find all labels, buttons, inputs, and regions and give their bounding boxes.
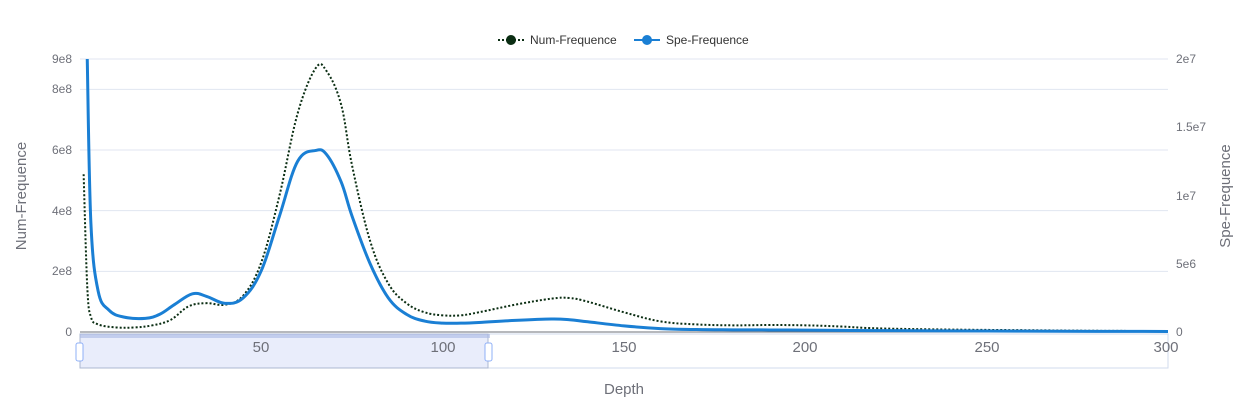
zoom-selected-range[interactable] [79, 333, 489, 369]
legend-num-marker-icon [506, 35, 516, 45]
x-tick-100: 100 [430, 339, 455, 356]
legend-spe-marker-icon [642, 35, 652, 45]
right-tick-1e7: 1e7 [1176, 189, 1196, 203]
legend-item-spe[interactable]: Spe-Frequence [634, 33, 749, 47]
left-axis: 0 2e8 4e8 6e8 8e8 9e8 Num-Frequence [13, 52, 72, 339]
grid [80, 58, 1168, 333]
left-tick-9e8: 9e8 [52, 52, 72, 66]
left-tick-6e8: 6e8 [52, 143, 72, 157]
x-tick-150: 150 [611, 339, 636, 356]
left-tick-8e8: 8e8 [52, 82, 72, 96]
left-tick-4e8: 4e8 [52, 204, 72, 218]
legend-spe-label: Spe-Frequence [666, 33, 749, 47]
x-tick-300: 300 [1153, 339, 1178, 356]
right-tick-5e6: 5e6 [1176, 257, 1196, 271]
series-line-num-frequence[interactable] [82, 63, 1169, 333]
zoom-handle-right[interactable] [484, 342, 493, 362]
left-tick-0: 0 [65, 325, 72, 339]
x-axis: 50 100 150 200 250 300 Depth [253, 339, 1179, 398]
right-axis: 0 5e6 1e7 1.5e7 2e7 Spe-Frequence [1176, 52, 1234, 339]
x-tick-250: 250 [974, 339, 999, 356]
right-axis-title: Spe-Frequence [1217, 144, 1234, 247]
x-tick-200: 200 [792, 339, 817, 356]
x-tick-50: 50 [253, 339, 270, 356]
data-zoom-slider[interactable] [75, 333, 1169, 369]
right-tick-0: 0 [1176, 325, 1183, 339]
right-tick-1.5e7: 1.5e7 [1176, 120, 1206, 134]
zoom-handle-left[interactable] [75, 342, 84, 362]
legend-item-num[interactable]: Num-Frequence [498, 33, 617, 47]
zoom-move-handle[interactable] [80, 334, 490, 338]
right-tick-2e7: 2e7 [1176, 52, 1196, 66]
series-line-spe-frequence[interactable] [85, 58, 1169, 333]
legend[interactable]: Num-Frequence Spe-Frequence [498, 33, 749, 47]
x-axis-title: Depth [604, 381, 644, 398]
left-axis-title: Num-Frequence [13, 142, 30, 250]
legend-num-label: Num-Frequence [530, 33, 617, 47]
left-tick-2e8: 2e8 [52, 264, 72, 278]
